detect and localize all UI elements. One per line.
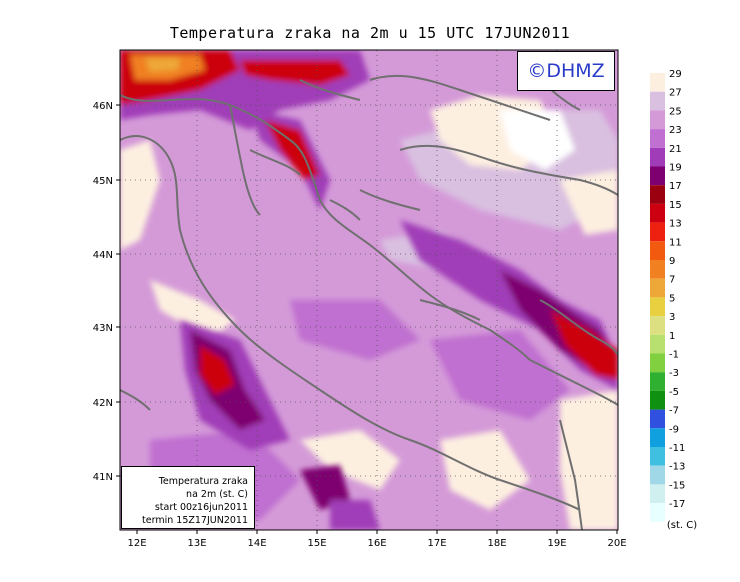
legend-label: -17 <box>669 499 685 510</box>
copyright-badge: ©DHMZ <box>517 51 615 91</box>
legend-unit: (st. C) <box>667 520 697 531</box>
coastline-lines <box>120 59 618 530</box>
lon-label: 19E <box>547 538 566 549</box>
legend-swatch <box>650 241 665 260</box>
lon-label: 18E <box>487 538 506 549</box>
legend-label: 7 <box>669 275 675 286</box>
legend-label: 5 <box>669 293 675 304</box>
legend-label: -9 <box>669 424 679 435</box>
lon-label: 16E <box>367 538 386 549</box>
legend-label: -7 <box>669 406 679 417</box>
lon-label: 15E <box>307 538 326 549</box>
legend-label: -3 <box>669 368 679 379</box>
legend-swatch <box>650 334 665 354</box>
legend-swatch <box>650 409 665 429</box>
legend-swatch <box>650 465 665 485</box>
legend-swatch <box>650 185 665 204</box>
legend-label: 11 <box>669 237 682 248</box>
lat-label: 46N <box>93 101 113 112</box>
legend-swatch <box>650 278 665 298</box>
info-line-4: termin 15Z17JUN2011 <box>142 515 248 526</box>
legend-label: -11 <box>669 443 685 454</box>
legend-swatch <box>650 129 665 148</box>
legend-label: 21 <box>669 144 682 155</box>
grid-lines <box>120 50 618 530</box>
legend-label: -1 <box>669 350 679 361</box>
legend-label: 23 <box>669 125 682 136</box>
legend-swatch <box>650 503 665 522</box>
legend-swatch <box>650 110 665 130</box>
legend-label: 3 <box>669 312 675 323</box>
lat-label: 42N <box>93 398 113 409</box>
map-frame <box>119 49 619 531</box>
info-line-2: na 2m (st. C) <box>186 489 248 500</box>
legend-color-bar <box>650 73 665 522</box>
legend-swatch <box>650 353 665 373</box>
axis-ticks <box>116 104 618 534</box>
legend-swatch <box>650 390 665 410</box>
legend-label: -5 <box>669 387 679 398</box>
latitude-labels: 46N 45N 44N 43N 42N 41N <box>93 101 113 483</box>
legend-label: 27 <box>669 88 682 99</box>
legend-label: 9 <box>669 256 675 267</box>
lat-label: 45N <box>93 176 113 187</box>
legend-swatch <box>650 316 665 335</box>
legend-swatch <box>650 147 665 167</box>
lon-label: 14E <box>247 538 266 549</box>
legend-label: 29 <box>669 69 682 80</box>
legend-label: 19 <box>669 163 682 174</box>
legend-label: -13 <box>669 462 685 473</box>
lat-label: 43N <box>93 323 113 334</box>
legend-label: 25 <box>669 106 682 117</box>
lon-label: 12E <box>127 538 146 549</box>
lon-label: 17E <box>427 538 446 549</box>
longitude-labels: 12E 13E 14E 15E 16E 17E 18E 19E 20E <box>127 538 626 549</box>
info-line-3: start 00z16jun2011 <box>154 502 248 513</box>
legend-swatch <box>650 447 665 466</box>
legend-swatch <box>650 297 665 317</box>
lon-label: 13E <box>187 538 206 549</box>
legend-label: 17 <box>669 181 682 192</box>
legend-swatch <box>650 484 665 504</box>
temperature-field <box>120 50 618 530</box>
map-title: Temperatura zraka na 2m u 15 UTC 17JUN20… <box>169 24 571 42</box>
legend-label: 1 <box>669 331 675 342</box>
legend-swatch <box>650 372 665 391</box>
lat-label: 44N <box>93 250 113 261</box>
legend-swatch <box>650 428 665 447</box>
legend-label: -15 <box>669 480 685 491</box>
legend-swatch <box>650 73 665 92</box>
lat-label: 41N <box>93 472 113 483</box>
legend-swatch <box>650 166 665 186</box>
legend-labels: 29 27 25 23 21 19 17 15 13 11 9 7 5 3 1 -1 -3 -5 -7 -9 -11 -1… <box>669 69 685 510</box>
legend-swatch <box>650 260 665 279</box>
legend-swatch <box>650 91 665 111</box>
legend-label: 13 <box>669 219 682 230</box>
info-line-1: Temperatura zraka <box>158 476 248 487</box>
lon-label: 20E <box>607 538 626 549</box>
legend-swatch <box>650 203 665 223</box>
legend-label: 15 <box>669 200 682 211</box>
info-box: Temperatura zraka na 2m (st. C) start 00… <box>121 466 255 529</box>
legend-swatch <box>650 222 665 242</box>
